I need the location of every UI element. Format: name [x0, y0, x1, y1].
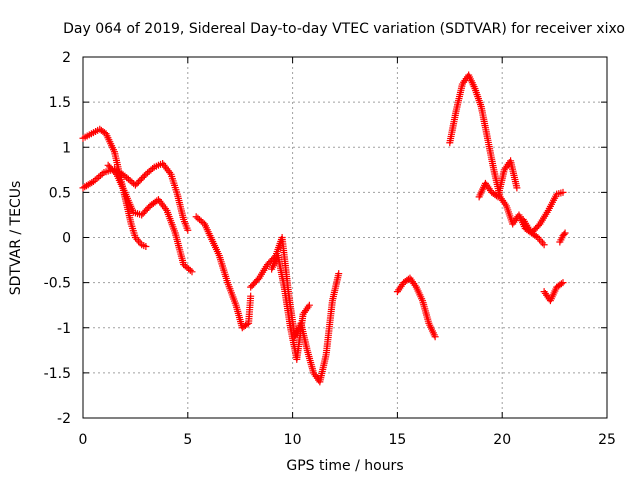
data-point	[149, 165, 157, 173]
data-point	[134, 178, 142, 186]
data-point	[561, 229, 569, 237]
y-tick-label: -1.5	[44, 366, 71, 382]
data-point	[136, 177, 144, 185]
data-point	[133, 180, 141, 188]
data-point	[540, 241, 548, 249]
data-point	[131, 181, 139, 189]
data-point	[111, 169, 119, 177]
x-axis-label: GPS time / hours	[286, 458, 403, 474]
y-tick-label: 1.5	[49, 95, 71, 111]
x-tick-label: 10	[284, 432, 302, 448]
data-point	[559, 279, 567, 287]
data-point	[247, 292, 255, 300]
series-track-f	[268, 252, 313, 363]
x-tick-label: 20	[493, 432, 511, 448]
data-point	[137, 175, 145, 183]
data-point	[335, 270, 343, 278]
data-point	[186, 266, 194, 274]
x-tick-label: 0	[79, 432, 88, 448]
y-axis-label: SDTVAR / TECUs	[8, 181, 24, 296]
series-track-c	[104, 161, 196, 276]
series-track-d	[192, 213, 255, 332]
y-tick-label: -1	[57, 321, 71, 337]
data-marks	[79, 71, 569, 386]
axis-ticks: 0 5 10 15 20 25 -2 -1.5 -1 -0.5 0 0.5 1 1.5 2	[44, 50, 616, 448]
grid	[83, 57, 607, 418]
data-point	[140, 172, 148, 180]
y-tick-label: 2	[62, 50, 71, 66]
data-point	[184, 226, 192, 234]
y-tick-label: -2	[57, 411, 71, 427]
data-point	[431, 333, 439, 341]
data-point	[188, 268, 196, 276]
series-track-k	[540, 279, 567, 305]
data-point	[560, 230, 568, 238]
x-tick-label: 25	[598, 432, 616, 448]
series-track-l	[556, 229, 569, 246]
y-tick-label: 0	[62, 231, 71, 247]
data-point	[139, 173, 147, 181]
y-tick-label: -0.5	[44, 276, 71, 292]
series-track-i	[475, 157, 521, 201]
x-tick-label: 15	[388, 432, 406, 448]
data-point	[559, 188, 567, 196]
chart-title: Day 064 of 2019, Sidereal Day-to-day VTE…	[63, 21, 625, 37]
data-point	[557, 280, 565, 288]
y-tick-label: 0.5	[49, 185, 71, 201]
series-track-g	[393, 274, 439, 341]
series-track-e	[247, 234, 343, 386]
x-tick-label: 5	[183, 432, 192, 448]
data-point	[305, 301, 313, 309]
data-point	[513, 184, 521, 192]
series-track-b	[79, 159, 192, 234]
data-point	[142, 243, 150, 251]
y-tick-label: 1	[62, 140, 71, 156]
plot-frame	[82, 56, 608, 419]
series-track-j	[519, 188, 567, 237]
